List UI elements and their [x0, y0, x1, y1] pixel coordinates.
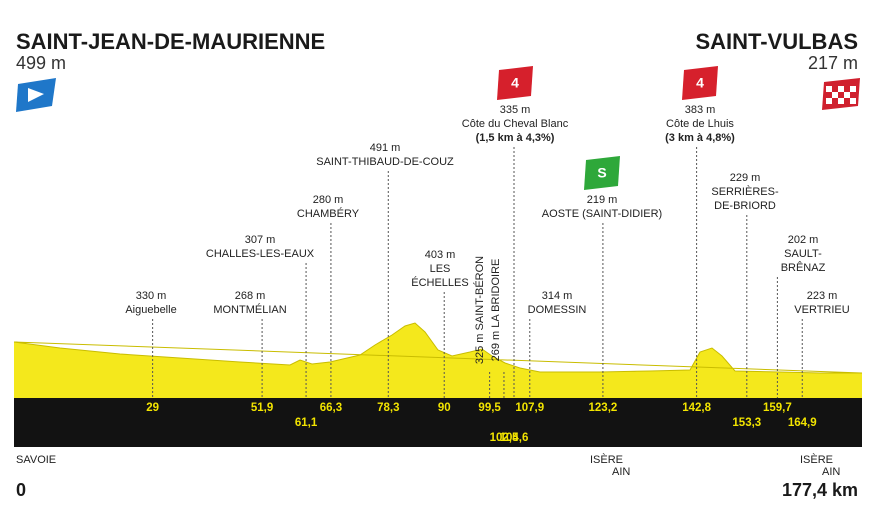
- km-label: 153,3: [732, 417, 761, 429]
- region-label: ISÈRE: [800, 453, 833, 466]
- waypoint-altitude: 219 m: [587, 194, 618, 206]
- distance-band: [14, 398, 862, 447]
- waypoint-altitude: 280 m: [313, 194, 344, 206]
- km-label: 61,1: [295, 417, 318, 429]
- km-label: 107,9: [515, 402, 544, 414]
- waypoint-altitude: 268 m: [235, 290, 266, 302]
- region-label: SAVOIE: [16, 454, 56, 466]
- km-label: 90: [438, 402, 451, 414]
- waypoint-altitude: 335 m: [500, 104, 531, 116]
- waypoint-altitude: 223 m: [807, 290, 838, 302]
- badge-shape: [682, 66, 718, 100]
- waypoint-name: Aiguebelle: [125, 304, 176, 316]
- waypoint-name: LA BRIDOIRE: [490, 259, 502, 328]
- waypoint-detail: (1,5 km à 4,3%): [476, 132, 555, 144]
- waypoint-name: CHAMBÉRY: [297, 207, 360, 220]
- waypoint-altitude: 491 m: [370, 142, 401, 154]
- waypoint-altitude: 325 m: [474, 334, 486, 365]
- waypoint-name: SERRIÈRES-: [711, 185, 779, 198]
- category-badge: 4: [682, 66, 718, 100]
- waypoint-altitude: 314 m: [542, 290, 573, 302]
- km-label: 102,5: [490, 432, 519, 444]
- badge-label: S: [597, 165, 606, 181]
- waypoint-name: BRÊNAZ: [781, 261, 826, 274]
- waypoint-altitude: 330 m: [136, 290, 167, 302]
- start-distance: 0: [16, 480, 26, 500]
- badge-shape: [497, 66, 533, 100]
- waypoint-label: 269 m LA BRIDOIRE: [490, 259, 502, 362]
- total-distance: 177,4 km: [782, 480, 858, 500]
- badge-label: 4: [696, 75, 704, 91]
- waypoint-name: SAULT-: [784, 248, 822, 260]
- waypoint-name: CHALLES-LES-EAUX: [206, 248, 315, 260]
- elevation-profile: [14, 323, 862, 398]
- km-label: 123,2: [589, 402, 618, 414]
- profile-outline: [13, 322, 863, 374]
- category-badge: S: [584, 156, 620, 190]
- start-name: SAINT-JEAN-DE-MAURIENNE: [16, 29, 325, 54]
- waypoint-altitude: 202 m: [788, 234, 819, 246]
- waypoint-name: MONTMÉLIAN: [213, 303, 286, 316]
- waypoint-detail: (3 km à 4,8%): [665, 132, 735, 144]
- finish-icon: [822, 78, 860, 110]
- region-label: AIN: [822, 466, 840, 478]
- km-label: 142,8: [682, 402, 711, 414]
- waypoint-name: DOMESSIN: [528, 304, 587, 316]
- km-label: 99,5: [478, 402, 501, 414]
- badge-shape: [584, 156, 620, 190]
- waypoint-label: 325 m SAINT-BÉRON: [473, 256, 486, 364]
- waypoint-altitude: 403 m: [425, 249, 456, 261]
- waypoint-name: VERTRIEU: [794, 304, 849, 316]
- waypoint-name: ÉCHELLES: [411, 276, 468, 289]
- finish-altitude: 217 m: [808, 53, 858, 73]
- km-label: 159,7: [763, 402, 792, 414]
- km-label: 29: [146, 402, 159, 414]
- waypoint-altitude: 269 m: [490, 331, 502, 362]
- finish-name: SAINT-VULBAS: [695, 29, 858, 54]
- waypoint-name: SAINT-THIBAUD-DE-COUZ: [316, 156, 454, 168]
- waypoint-name: SAINT-BÉRON: [473, 256, 486, 331]
- km-label: 66,3: [320, 402, 342, 414]
- region-label: ISÈRE: [590, 453, 623, 466]
- category-badge: 4: [497, 66, 533, 100]
- waypoint-name: LES: [430, 263, 451, 275]
- waypoint-altitude: 307 m: [245, 234, 276, 246]
- km-label: 51,9: [251, 402, 273, 414]
- km-label: 164,9: [788, 417, 817, 429]
- km-label: 104,6: [500, 432, 529, 444]
- badge-label: 4: [511, 75, 519, 91]
- waypoint-altitude: 383 m: [685, 104, 716, 116]
- start-icon: [16, 78, 56, 112]
- waypoint-name: DE-BRIORD: [714, 200, 776, 212]
- region-label: AIN: [612, 466, 630, 478]
- waypoint-name: Côte de Lhuis: [666, 118, 734, 130]
- waypoint-name: Côte du Cheval Blanc: [462, 118, 569, 130]
- start-altitude: 499 m: [16, 53, 66, 73]
- km-label: 78,3: [377, 402, 399, 414]
- waypoint-altitude: 229 m: [730, 172, 761, 184]
- waypoint-name: AOSTE (SAINT-DIDIER): [542, 208, 662, 220]
